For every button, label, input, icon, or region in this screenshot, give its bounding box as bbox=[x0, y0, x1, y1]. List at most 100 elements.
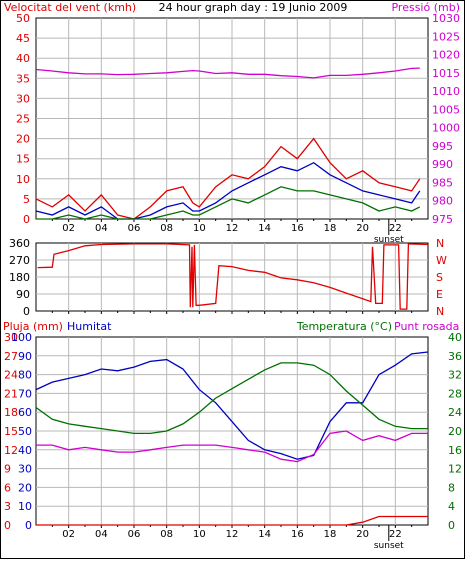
pressure-tick-label: 975 bbox=[432, 213, 453, 226]
x-tick-label: 08 bbox=[160, 529, 173, 540]
x-tick-label: 16 bbox=[291, 529, 304, 540]
humidity-tick-label: 80 bbox=[18, 369, 32, 382]
compass-tick-label: S bbox=[436, 271, 443, 284]
rain-tick-label: 21 bbox=[4, 387, 18, 400]
pressure-tick-label: 1030 bbox=[432, 12, 460, 25]
humidity-tick-label: 0 bbox=[25, 519, 32, 532]
direction-tick-label: 0 bbox=[23, 305, 30, 318]
temperature-tick-label: 20 bbox=[448, 425, 462, 438]
wind-axis-label: Velocitat del vent (kmh) bbox=[4, 1, 136, 14]
x-tick-label: 12 bbox=[226, 529, 239, 540]
wind-tick-label: 50 bbox=[16, 12, 30, 25]
chart-title: 24 hour graph day : 19 Junio 2009 bbox=[159, 1, 348, 14]
temperature-tick-label: 28 bbox=[448, 387, 462, 400]
wind-tick-label: 30 bbox=[16, 92, 30, 105]
x-tick-label: 04 bbox=[95, 223, 108, 234]
compass-tick-label: E bbox=[436, 288, 443, 301]
x-tick-label: 20 bbox=[356, 223, 369, 234]
temperature-axis-label: Temperatura (°C) bbox=[296, 320, 392, 333]
humidity-tick-label: 30 bbox=[18, 463, 32, 476]
compass-tick-label: N bbox=[436, 305, 444, 318]
wind-tick-label: 40 bbox=[16, 52, 30, 65]
rain-tick-label: 15 bbox=[4, 425, 18, 438]
temperature-tick-label: 16 bbox=[448, 444, 462, 457]
sunset-label: sunset bbox=[374, 235, 404, 245]
pressure-tick-label: 980 bbox=[432, 195, 453, 208]
wind-tick-label: 10 bbox=[16, 173, 30, 186]
x-tick-label: 04 bbox=[95, 529, 108, 540]
pressure-tick-label: 990 bbox=[432, 158, 453, 171]
rain-line bbox=[36, 515, 428, 526]
temperature-tick-label: 40 bbox=[448, 331, 462, 344]
sunset-label: sunset bbox=[374, 541, 404, 551]
x-tick-label: 14 bbox=[258, 223, 271, 234]
rain-tick-label: 12 bbox=[4, 444, 18, 457]
x-tick-label: 18 bbox=[324, 529, 337, 540]
rain-tick-label: 27 bbox=[4, 350, 18, 363]
pressure-tick-label: 1005 bbox=[432, 103, 460, 116]
wind-average-line bbox=[35, 161, 421, 220]
pressure-axis-label: Pressió (mb) bbox=[391, 1, 460, 14]
wind-tick-label: 25 bbox=[16, 113, 30, 126]
wind-lull-line bbox=[36, 186, 421, 220]
wind-tick-label: 45 bbox=[16, 32, 30, 45]
x-tick-label: 10 bbox=[193, 223, 206, 234]
humidity-tick-label: 100 bbox=[11, 331, 32, 344]
temperature-tick-label: 12 bbox=[448, 463, 462, 476]
temperature-tick-label: 24 bbox=[448, 406, 462, 419]
rain-tick-label: 18 bbox=[4, 406, 18, 419]
dewpoint-axis-label: Punt rosada bbox=[394, 320, 459, 333]
x-tick-label: 12 bbox=[226, 223, 239, 234]
x-tick-label: 22 bbox=[389, 223, 402, 234]
humidity-line bbox=[35, 351, 429, 460]
humidity-tick-label: 20 bbox=[18, 481, 32, 494]
humidity-tick-label: 50 bbox=[18, 425, 32, 438]
rain-tick-label: 30 bbox=[4, 331, 18, 344]
humidity-tick-label: 70 bbox=[18, 387, 32, 400]
direction-tick-label: 360 bbox=[9, 237, 30, 250]
x-tick-label: 22 bbox=[389, 529, 402, 540]
wind-direction-line bbox=[37, 243, 429, 310]
direction-tick-label: 270 bbox=[9, 254, 30, 267]
pressure-tick-label: 1000 bbox=[432, 122, 460, 135]
x-tick-label: 10 bbox=[193, 529, 206, 540]
temperature-tick-label: 8 bbox=[448, 481, 455, 494]
x-tick-label: 18 bbox=[324, 223, 337, 234]
humidity-tick-label: 60 bbox=[18, 406, 32, 419]
x-tick-label: 20 bbox=[356, 529, 369, 540]
rain-tick-label: 6 bbox=[4, 481, 11, 494]
rain-axis-label: Pluja (mm) bbox=[3, 320, 63, 333]
x-tick-label: 02 bbox=[62, 529, 75, 540]
rain-tick-label: 3 bbox=[4, 500, 11, 513]
panels: 02 04 06 08 10 12 14 16 18 20 22sunset051015202530… bbox=[4, 12, 462, 551]
humidity-tick-label: 10 bbox=[18, 500, 32, 513]
x-tick-label: 06 bbox=[128, 223, 141, 234]
x-tick-label: 06 bbox=[128, 529, 141, 540]
x-tick-label: 02 bbox=[62, 223, 75, 234]
pressure-tick-label: 1015 bbox=[432, 67, 460, 80]
pressure-tick-label: 1025 bbox=[432, 30, 460, 43]
x-tick-label: 16 bbox=[291, 223, 304, 234]
direction-tick-label: 180 bbox=[9, 271, 30, 284]
wind-gust-line bbox=[35, 137, 421, 220]
temperature-tick-label: 36 bbox=[448, 350, 462, 363]
temperature-tick-label: 0 bbox=[448, 519, 455, 532]
pressure-tick-label: 1020 bbox=[432, 49, 460, 62]
wind-tick-label: 5 bbox=[23, 193, 30, 206]
compass-tick-label: W bbox=[436, 254, 447, 267]
rain-tick-label: 9 bbox=[4, 463, 11, 476]
wind-tick-label: 15 bbox=[16, 153, 30, 166]
pressure-tick-label: 995 bbox=[432, 140, 453, 153]
pressure-tick-label: 1010 bbox=[432, 85, 460, 98]
compass-tick-label: N bbox=[436, 237, 444, 250]
direction-tick-label: 90 bbox=[16, 288, 30, 301]
wind-tick-label: 35 bbox=[16, 72, 30, 85]
x-tick-label: 14 bbox=[258, 529, 271, 540]
x-tick-label: 08 bbox=[160, 223, 173, 234]
wind-tick-label: 20 bbox=[16, 133, 30, 146]
dewpoint-line bbox=[36, 430, 428, 463]
humidity-axis-label: Humitat bbox=[67, 320, 112, 333]
rain-tick-label: 24 bbox=[4, 369, 18, 382]
